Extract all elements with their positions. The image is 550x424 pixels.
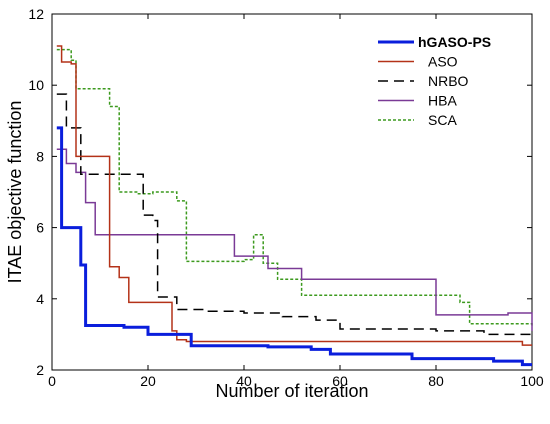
x-tick-label: 60 — [332, 373, 348, 389]
y-tick-label: 12 — [28, 6, 44, 22]
y-tick-label: 2 — [36, 362, 44, 378]
y-tick-label: 6 — [36, 220, 44, 236]
legend-label: SCA — [428, 112, 457, 128]
x-tick-label: 20 — [140, 373, 156, 389]
series-line-hba — [56, 148, 533, 331]
legend: hGASO-PS ASO NRBO HBA SCA — [378, 34, 491, 128]
x-tick-label: 0 — [48, 373, 56, 389]
axis-ticks: 0 20 40 60 80 100 2 4 6 8 10 12 — [28, 6, 543, 389]
series-lines — [56, 45, 533, 367]
x-tick-label: 100 — [520, 373, 544, 389]
x-tick-label: 80 — [428, 373, 444, 389]
series-line-aso — [56, 45, 532, 346]
y-axis-title: ITAE objective function — [5, 101, 25, 284]
legend-label: HBA — [428, 93, 457, 109]
x-tick-label: 40 — [236, 373, 252, 389]
series-line-hgaso-ps — [56, 126, 532, 367]
x-axis-title: Number of iteration — [215, 381, 368, 401]
series-line-sca — [56, 48, 533, 328]
legend-label: NRBO — [428, 73, 469, 89]
y-tick-label: 10 — [28, 77, 44, 93]
legend-label: hGASO-PS — [418, 34, 491, 50]
y-tick-label: 8 — [36, 148, 44, 164]
series-line-nrbo — [56, 93, 533, 338]
legend-label: ASO — [428, 54, 458, 70]
y-tick-label: 4 — [36, 291, 44, 307]
